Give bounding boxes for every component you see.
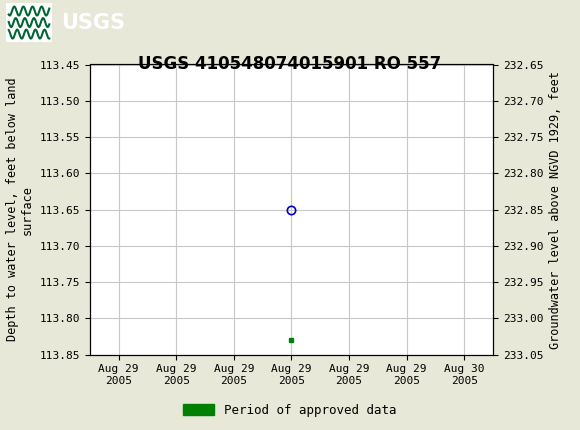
Text: USGS: USGS bbox=[61, 12, 125, 33]
Legend: Period of approved data: Period of approved data bbox=[178, 399, 402, 421]
Y-axis label: Groundwater level above NGVD 1929, feet: Groundwater level above NGVD 1929, feet bbox=[549, 71, 562, 349]
Text: USGS 410548074015901 RO 557: USGS 410548074015901 RO 557 bbox=[139, 55, 441, 73]
Y-axis label: Depth to water level, feet below land
surface: Depth to water level, feet below land su… bbox=[6, 78, 34, 341]
Bar bbox=[6, 3, 52, 42]
